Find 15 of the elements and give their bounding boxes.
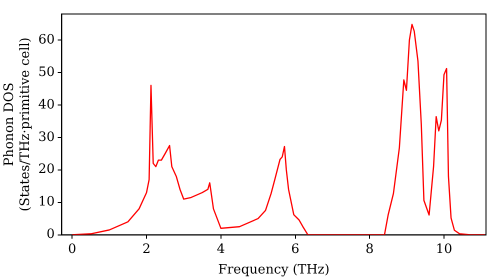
y-tick-label: 0	[46, 227, 55, 242]
y-tick-label: 30	[38, 130, 55, 145]
y-axis-title: Phonon DOS (States/THz·primitive cell)	[2, 37, 33, 212]
y-tick-label: 20	[38, 162, 55, 178]
y-tick-label: 60	[38, 32, 55, 48]
x-tick-label: 2	[142, 242, 151, 257]
y-tick-label: 50	[38, 64, 55, 80]
y-tick-label: 40	[38, 97, 55, 112]
x-tick-label: 6	[291, 242, 300, 257]
y-tick-label: 10	[38, 194, 55, 210]
x-tick-label: 0	[68, 242, 76, 257]
x-tick-label: 4	[216, 242, 226, 257]
x-tick-label: 10	[436, 242, 452, 257]
x-axis-title: Frequency (THz)	[218, 262, 330, 278]
x-tick-label: 8	[365, 242, 374, 257]
